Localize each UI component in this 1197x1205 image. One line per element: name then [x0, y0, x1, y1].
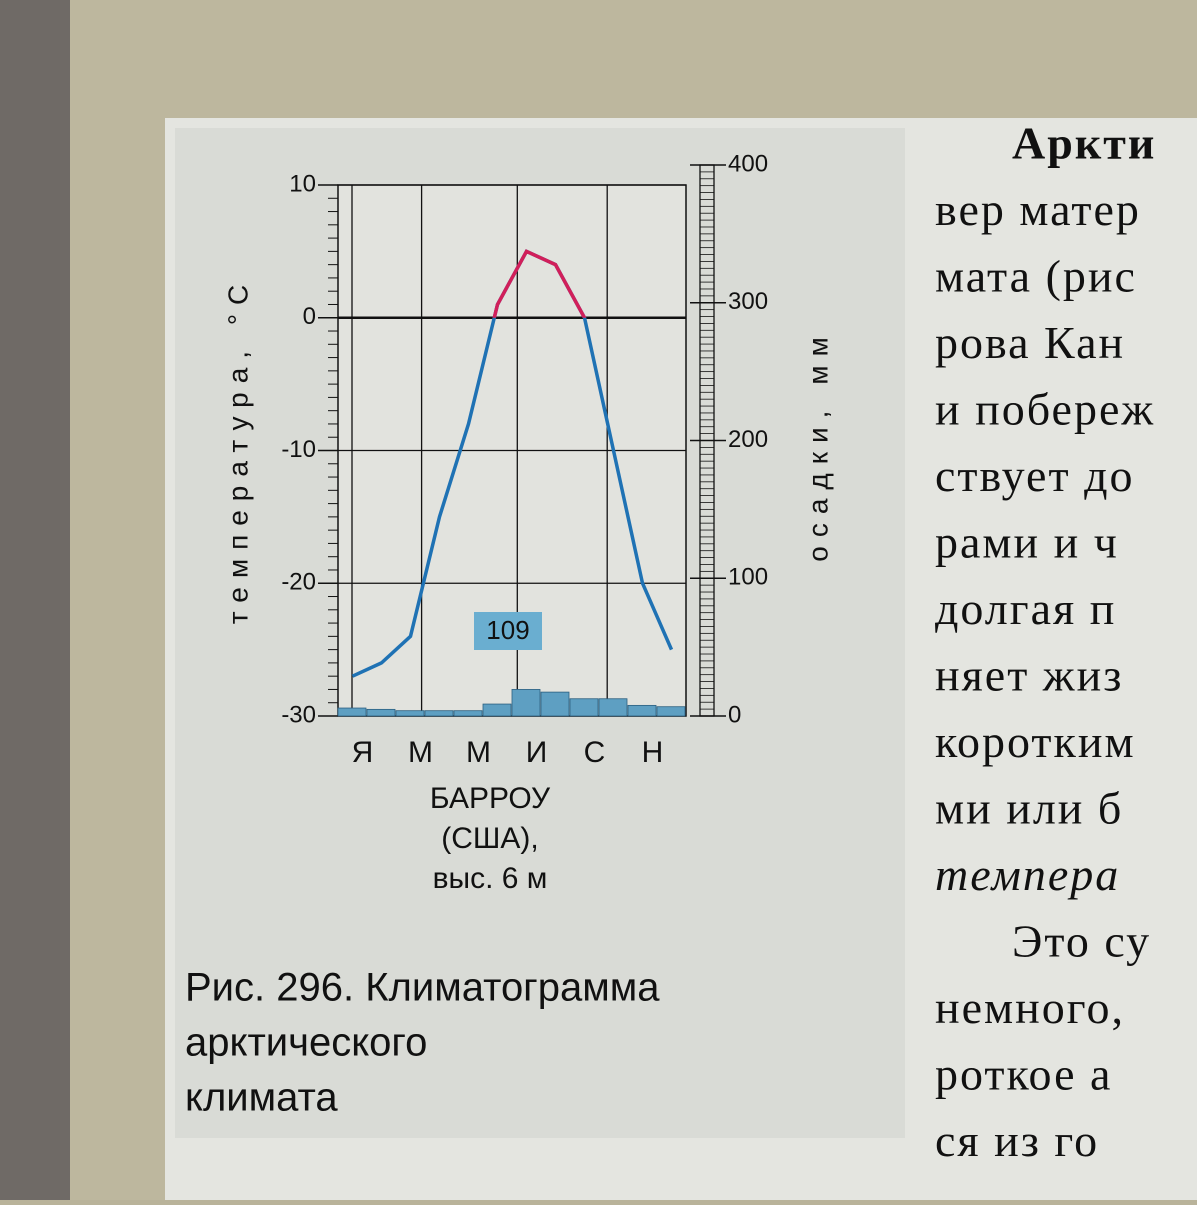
x-tick-label: Я — [352, 736, 374, 769]
y2-tick-label: 300 — [728, 288, 768, 315]
text-line: немного, — [935, 982, 1125, 1033]
x-tick-label: И — [526, 736, 548, 769]
book-edge — [0, 0, 70, 1200]
bar — [453, 710, 483, 717]
bar — [511, 689, 541, 717]
y2-tick-label: 100 — [728, 564, 768, 591]
text-line: Аркти — [1012, 118, 1156, 169]
text-line: долгая п — [935, 583, 1116, 634]
y-tick-label: -30 — [281, 701, 316, 728]
text-line: темпера — [935, 849, 1120, 900]
y2-axis-label: осадки, мм — [802, 328, 833, 561]
text-line: Это су — [1012, 916, 1151, 967]
temperature-line-positive — [492, 249, 587, 318]
bar — [598, 698, 628, 717]
y-tick-label: -10 — [281, 436, 316, 463]
station-label: (США), — [441, 822, 539, 855]
text-line: рова Кан — [935, 317, 1125, 368]
bar — [337, 707, 367, 717]
text-line: роткое а — [935, 1049, 1112, 1100]
y-tick-label: 10 — [289, 170, 316, 197]
text-line: коротким — [935, 716, 1136, 767]
text-line: ствует до — [935, 450, 1134, 501]
caption: арктического — [185, 1021, 427, 1065]
bar — [395, 710, 425, 717]
body-text: Аркти вер матер мата (рис рова Кан и побереж… — [935, 118, 1156, 1167]
station-label: выс. 6 м — [433, 862, 548, 895]
total-box — [474, 612, 542, 650]
x-tick-label: М — [466, 736, 491, 769]
y-axis-label: температура, °С — [222, 276, 253, 625]
bar — [540, 691, 570, 717]
x-tick-label: Н — [642, 736, 664, 769]
y-tick-label: 0 — [303, 303, 316, 330]
caption: Рис. 296. Климатограмма — [185, 966, 660, 1010]
station-label: БАРРОУ — [430, 782, 551, 815]
y2-tick-label: 200 — [728, 426, 768, 453]
bar — [627, 704, 657, 717]
bar — [656, 706, 686, 717]
y-tick-label: -20 — [281, 569, 316, 596]
y2-tick-label: 400 — [728, 150, 768, 177]
x-tick-label: М — [408, 736, 433, 769]
bar — [366, 708, 396, 717]
text-line: вер матер — [935, 184, 1141, 235]
bar — [569, 698, 599, 717]
text-line: няет жиз — [935, 650, 1123, 701]
text-line: ми или б — [935, 783, 1123, 834]
text-line: ся из го — [935, 1115, 1099, 1166]
total-label: 109 — [486, 615, 529, 645]
bar — [424, 710, 454, 717]
text-line: и побереж — [935, 384, 1155, 435]
text-line: мата (рис — [935, 251, 1137, 302]
text-line: рами и ч — [935, 517, 1119, 568]
bar — [482, 703, 512, 717]
x-tick-label: С — [584, 736, 606, 769]
caption: климата — [185, 1076, 338, 1120]
y2-tick-label: 0 — [728, 701, 741, 728]
